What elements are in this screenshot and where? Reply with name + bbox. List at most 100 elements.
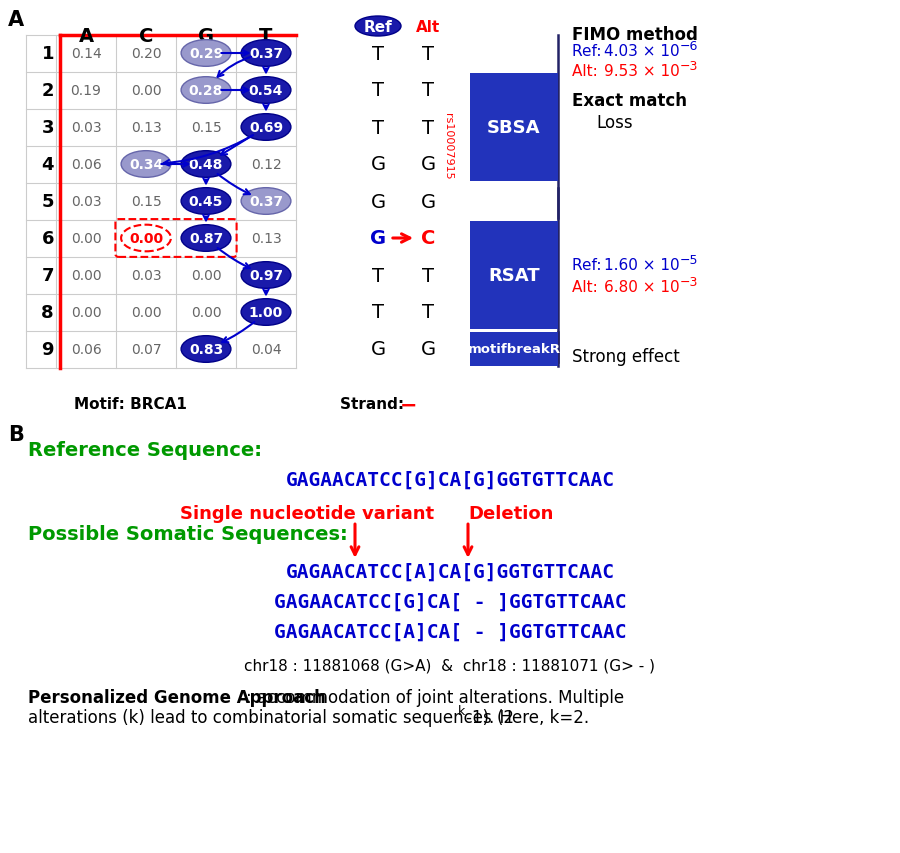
Text: Possible Somatic Sequences:: Possible Somatic Sequences:: [28, 525, 347, 543]
Text: A: A: [78, 27, 94, 46]
Ellipse shape: [241, 299, 291, 326]
Text: motifbreakR: motifbreakR: [467, 343, 561, 356]
Text: Loss: Loss: [596, 113, 633, 132]
Text: 0.13: 0.13: [250, 232, 282, 246]
Text: RSAT: RSAT: [488, 267, 540, 285]
Text: 1.60 × 10: 1.60 × 10: [604, 258, 680, 273]
Text: 0.97: 0.97: [249, 269, 284, 282]
Text: alterations (k) lead to combinatorial somatic sequences (2: alterations (k) lead to combinatorial so…: [28, 708, 514, 726]
Ellipse shape: [355, 17, 401, 37]
Text: 6.80 × 10: 6.80 × 10: [604, 280, 680, 294]
Text: T: T: [372, 119, 384, 137]
Text: C: C: [421, 229, 436, 248]
Text: rs10007915: rs10007915: [443, 113, 453, 180]
Ellipse shape: [241, 78, 291, 104]
Text: −3: −3: [680, 60, 698, 73]
Text: GAGAACATCC[G]CA[G]GGTGTTCAAC: GAGAACATCC[G]CA[G]GGTGTTCAAC: [285, 471, 615, 490]
Text: 0.45: 0.45: [189, 194, 223, 209]
Text: G: G: [371, 192, 385, 212]
Text: T: T: [372, 266, 384, 285]
Text: Exact match: Exact match: [572, 92, 687, 110]
Text: : accommodation of joint alterations. Multiple: : accommodation of joint alterations. Mu…: [246, 688, 624, 706]
Text: Alt: Alt: [416, 20, 440, 34]
Bar: [470, 74, 558, 182]
Text: 0.00: 0.00: [71, 232, 102, 246]
Bar: [470, 333, 558, 366]
Ellipse shape: [181, 225, 231, 252]
Text: 0.20: 0.20: [130, 47, 161, 61]
Text: 0.00: 0.00: [191, 269, 221, 282]
Text: 9.53 × 10: 9.53 × 10: [604, 64, 680, 79]
Text: A: A: [8, 10, 24, 30]
Text: SBSA: SBSA: [487, 119, 541, 136]
Text: 8: 8: [41, 304, 54, 322]
Ellipse shape: [181, 189, 231, 215]
Ellipse shape: [241, 189, 291, 215]
Text: −5: −5: [680, 253, 698, 267]
Text: GAGAACATCC[A]CA[ - ]GGTGTTCAAC: GAGAACATCC[A]CA[ - ]GGTGTTCAAC: [274, 623, 626, 641]
Text: Reference Sequence:: Reference Sequence:: [28, 440, 262, 460]
Text: 0.00: 0.00: [130, 84, 161, 98]
Text: 0.37: 0.37: [249, 47, 284, 61]
Text: FIMO method: FIMO method: [572, 26, 698, 44]
Text: 6: 6: [41, 229, 54, 247]
Text: 0.00: 0.00: [191, 305, 221, 320]
Text: 0.48: 0.48: [189, 158, 223, 171]
Text: T: T: [422, 81, 434, 101]
Text: GAGAACATCC[A]CA[G]GGTGTTCAAC: GAGAACATCC[A]CA[G]GGTGTTCAAC: [285, 562, 615, 581]
Ellipse shape: [181, 78, 231, 104]
Text: 7: 7: [41, 267, 54, 285]
Text: T: T: [422, 303, 434, 322]
Text: chr18 : 11881068 (G>A)  &  chr18 : 11881071 (G> - ): chr18 : 11881068 (G>A) & chr18 : 1188107…: [245, 659, 655, 673]
Text: 0.15: 0.15: [130, 194, 161, 209]
Text: G: G: [420, 340, 436, 359]
Ellipse shape: [181, 152, 231, 178]
Text: 1: 1: [41, 45, 54, 63]
Text: 0.06: 0.06: [70, 343, 102, 357]
Text: Single nucleotide variant: Single nucleotide variant: [180, 504, 434, 522]
Text: Alt:: Alt:: [572, 64, 603, 79]
Text: 0.04: 0.04: [251, 343, 282, 357]
Text: C: C: [139, 27, 153, 46]
Text: G: G: [420, 155, 436, 174]
Text: 0.07: 0.07: [130, 343, 161, 357]
Text: T: T: [372, 303, 384, 322]
Text: G: G: [198, 27, 214, 46]
Text: 0.29: 0.29: [189, 47, 223, 61]
Text: 0.54: 0.54: [248, 84, 284, 98]
Text: Alt:: Alt:: [572, 280, 603, 294]
Text: G: G: [370, 229, 386, 248]
Ellipse shape: [122, 152, 171, 178]
Text: 3: 3: [41, 119, 54, 136]
Text: T: T: [422, 266, 434, 285]
Text: T: T: [259, 27, 273, 46]
Text: G: G: [371, 155, 385, 174]
Text: 1.00: 1.00: [249, 305, 284, 320]
Text: G: G: [420, 192, 436, 212]
Text: −: −: [400, 396, 418, 415]
Text: 0.03: 0.03: [71, 194, 102, 209]
Text: 5: 5: [41, 193, 54, 211]
Text: 0.14: 0.14: [70, 47, 102, 61]
Text: 0.03: 0.03: [71, 121, 102, 135]
Text: 0.15: 0.15: [191, 121, 221, 135]
Text: 0.06: 0.06: [70, 158, 102, 171]
Text: Ref:: Ref:: [572, 258, 607, 273]
Text: 0.34: 0.34: [129, 158, 163, 171]
Text: −3: −3: [680, 276, 698, 288]
Text: T: T: [372, 44, 384, 63]
Text: 0.69: 0.69: [249, 121, 284, 135]
Text: T: T: [422, 119, 434, 137]
Ellipse shape: [181, 336, 231, 363]
Text: 0.00: 0.00: [130, 305, 161, 320]
Ellipse shape: [241, 41, 291, 67]
Text: 0.00: 0.00: [71, 269, 102, 282]
Text: 4: 4: [41, 156, 54, 174]
Text: −6: −6: [680, 40, 698, 53]
Text: -1). Here, k=2.: -1). Here, k=2.: [466, 708, 590, 726]
Ellipse shape: [241, 114, 291, 141]
Text: 4.03 × 10: 4.03 × 10: [604, 44, 680, 59]
Bar: [470, 222, 558, 329]
Text: Ref: Ref: [364, 20, 392, 34]
Text: k: k: [458, 705, 465, 717]
